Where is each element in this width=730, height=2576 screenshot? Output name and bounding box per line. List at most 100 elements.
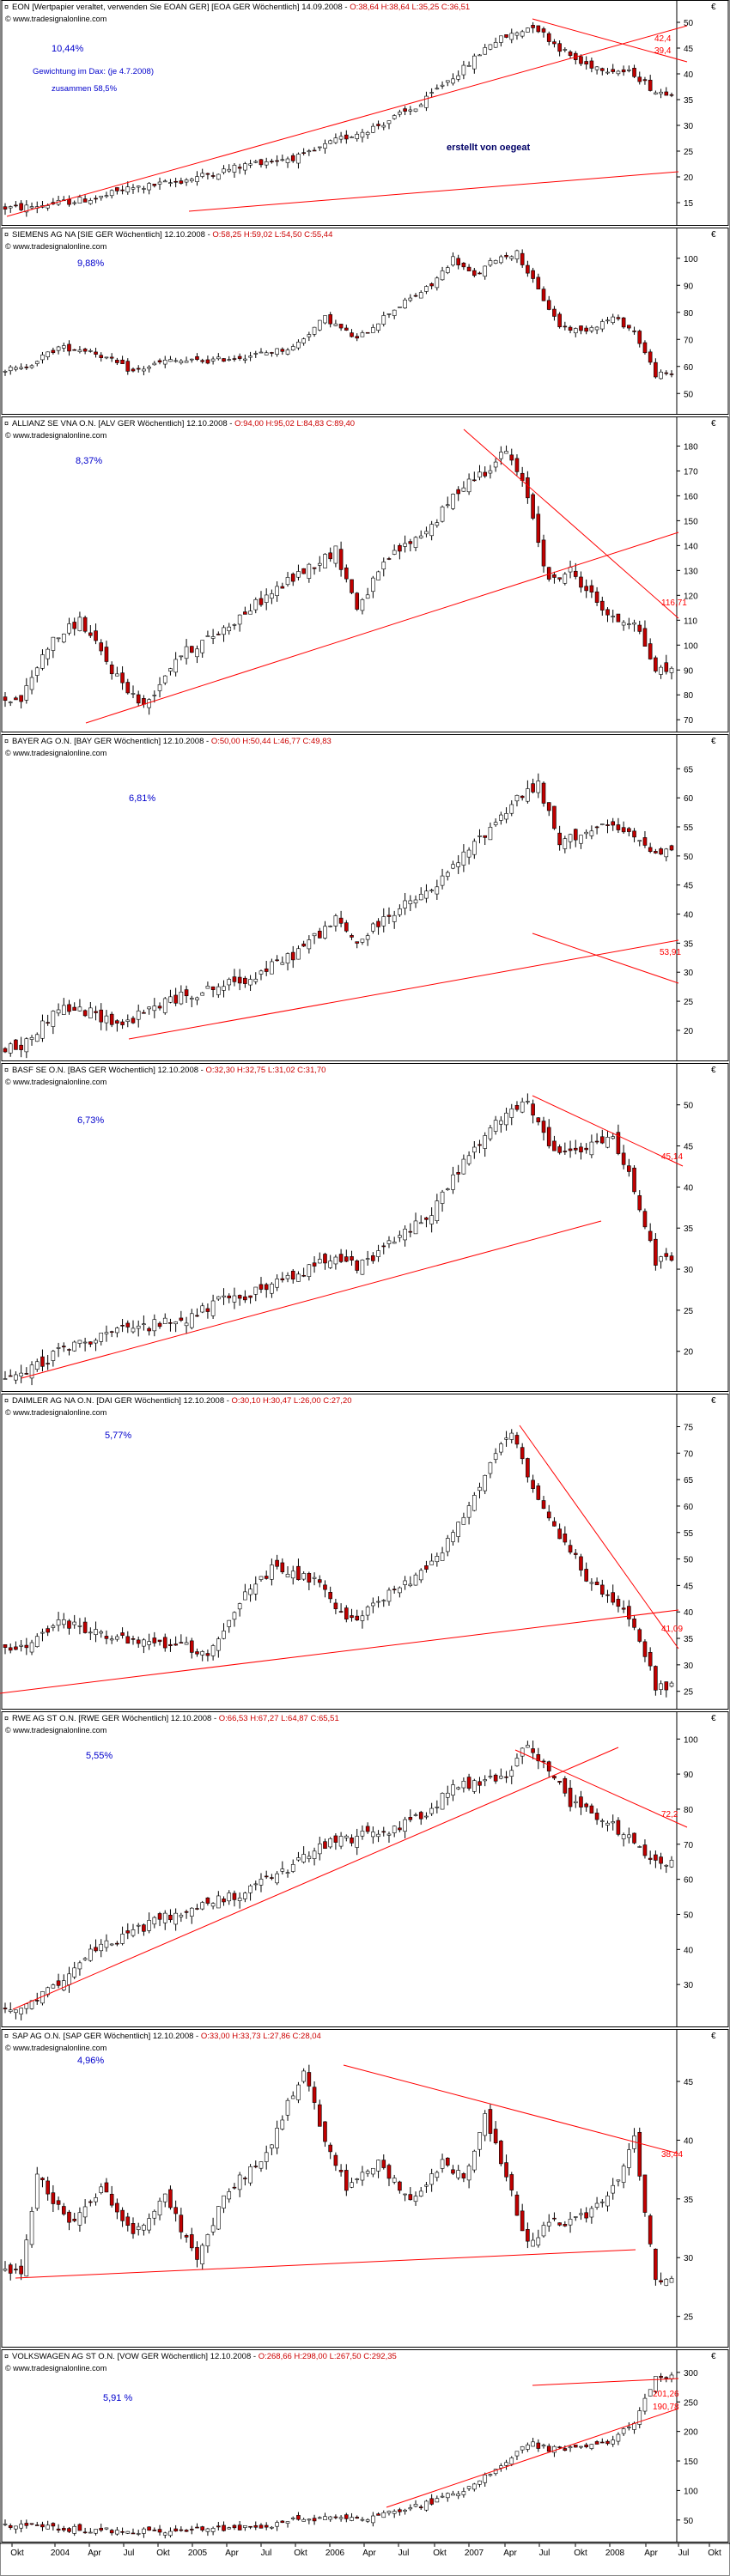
candle-body — [659, 2280, 663, 2282]
candle-body — [355, 2178, 360, 2180]
candle-body — [546, 1761, 551, 1771]
candle-body — [19, 203, 23, 210]
candle-body — [115, 360, 119, 363]
candle-body — [61, 1346, 66, 1348]
candle-body — [526, 1745, 530, 1748]
candle-body — [360, 1615, 365, 1621]
candle-body — [275, 1279, 279, 1288]
candle-body — [355, 1836, 360, 1848]
candle-body — [243, 2178, 247, 2179]
candle-body — [237, 1295, 242, 1299]
candle-body — [371, 923, 375, 932]
candle-body — [51, 1625, 56, 1628]
candle-body — [376, 2513, 380, 2516]
candle-body — [616, 1820, 621, 1835]
candle-body — [594, 1813, 599, 1820]
candle-body — [152, 1637, 157, 1643]
candle-body — [403, 108, 407, 112]
candle-body — [264, 594, 269, 603]
candle-body — [526, 788, 530, 802]
candle-body — [627, 1834, 631, 1838]
candle-body — [173, 180, 178, 183]
candle-body — [504, 813, 508, 820]
candle-body — [413, 2504, 418, 2507]
candle-body — [594, 1582, 599, 1586]
candle-body — [157, 2200, 162, 2215]
candle-body — [296, 571, 301, 578]
candle-body — [531, 25, 535, 28]
y-tick-label: 110 — [684, 617, 697, 626]
candle-body — [82, 198, 88, 203]
candle-body — [264, 1576, 269, 1579]
candle-body — [350, 2182, 354, 2188]
candle-body — [536, 1754, 541, 1762]
candle-body — [125, 361, 131, 372]
panel-icon: ¤ — [4, 419, 9, 428]
chart-title: VOLKSWAGEN AG ST O.N. [VOW GER Wöchentli… — [12, 2352, 397, 2361]
candle-body — [456, 2170, 460, 2178]
candle-body — [360, 1260, 365, 1275]
candle-body — [24, 2239, 29, 2277]
candle-body — [51, 636, 56, 651]
panel-icon: ¤ — [4, 230, 9, 239]
candle-body — [509, 256, 514, 259]
candle-body — [669, 1859, 674, 1868]
candle-body — [360, 2518, 365, 2521]
candle-body — [290, 1571, 295, 1579]
candle-body — [184, 360, 189, 363]
candle-body — [237, 1603, 242, 1610]
chart-ohlc: O:66,53 H:67,27 L:64,87 C:65,51 — [219, 1714, 339, 1723]
currency-symbol: € — [711, 419, 716, 428]
candle-body — [109, 1943, 114, 1946]
candle-body — [461, 64, 466, 76]
candle-body — [499, 1120, 503, 1125]
candle-body — [333, 2516, 338, 2518]
candle-body — [290, 2095, 295, 2099]
candle-body — [456, 1172, 460, 1175]
candle-body — [317, 1259, 322, 1264]
candle-body — [109, 1013, 114, 1025]
dax-weight-label: 5,55% — [86, 1751, 113, 1761]
candle-body — [365, 331, 370, 334]
candle-body — [386, 1589, 392, 1602]
candle-body — [504, 255, 508, 258]
candle-body — [568, 834, 573, 842]
candle-body — [222, 2524, 226, 2531]
candle-body — [136, 2533, 141, 2535]
candle-body — [264, 1284, 269, 1291]
candle-body — [152, 362, 157, 366]
candle-body — [429, 1560, 434, 1565]
candle-body — [466, 1777, 471, 1789]
candle-body — [232, 1612, 237, 1620]
candle-body — [72, 2525, 77, 2534]
candle-body — [125, 186, 131, 192]
candle-body — [34, 1361, 40, 1370]
candle-body — [29, 1036, 34, 1040]
candle-body — [376, 1833, 380, 1838]
candle-body — [152, 1005, 157, 1012]
candle-body — [611, 1136, 616, 1139]
candle-body — [184, 1322, 189, 1327]
x-tick-label: Okt — [708, 2549, 721, 2558]
candle-body — [584, 1569, 588, 1582]
candle-body — [466, 2165, 471, 2181]
candle-body — [514, 458, 520, 472]
candle-body — [632, 68, 636, 77]
candle-body — [157, 1322, 162, 1327]
candle-body — [371, 1832, 375, 1838]
candle-body — [227, 2527, 232, 2530]
candle-body — [392, 1826, 397, 1833]
candle-body — [14, 2269, 18, 2270]
candle-body — [104, 1015, 109, 1024]
candle-body — [664, 848, 669, 858]
candle-body — [546, 1511, 551, 1519]
candle-body — [408, 541, 413, 544]
candle-body — [285, 1573, 290, 1577]
candle-body — [536, 1117, 541, 1122]
trendline — [0, 1609, 679, 1694]
candle-body — [350, 332, 354, 337]
candle-body — [599, 1820, 605, 1822]
candle-body — [371, 1255, 375, 1261]
candle-body — [222, 1295, 226, 1297]
